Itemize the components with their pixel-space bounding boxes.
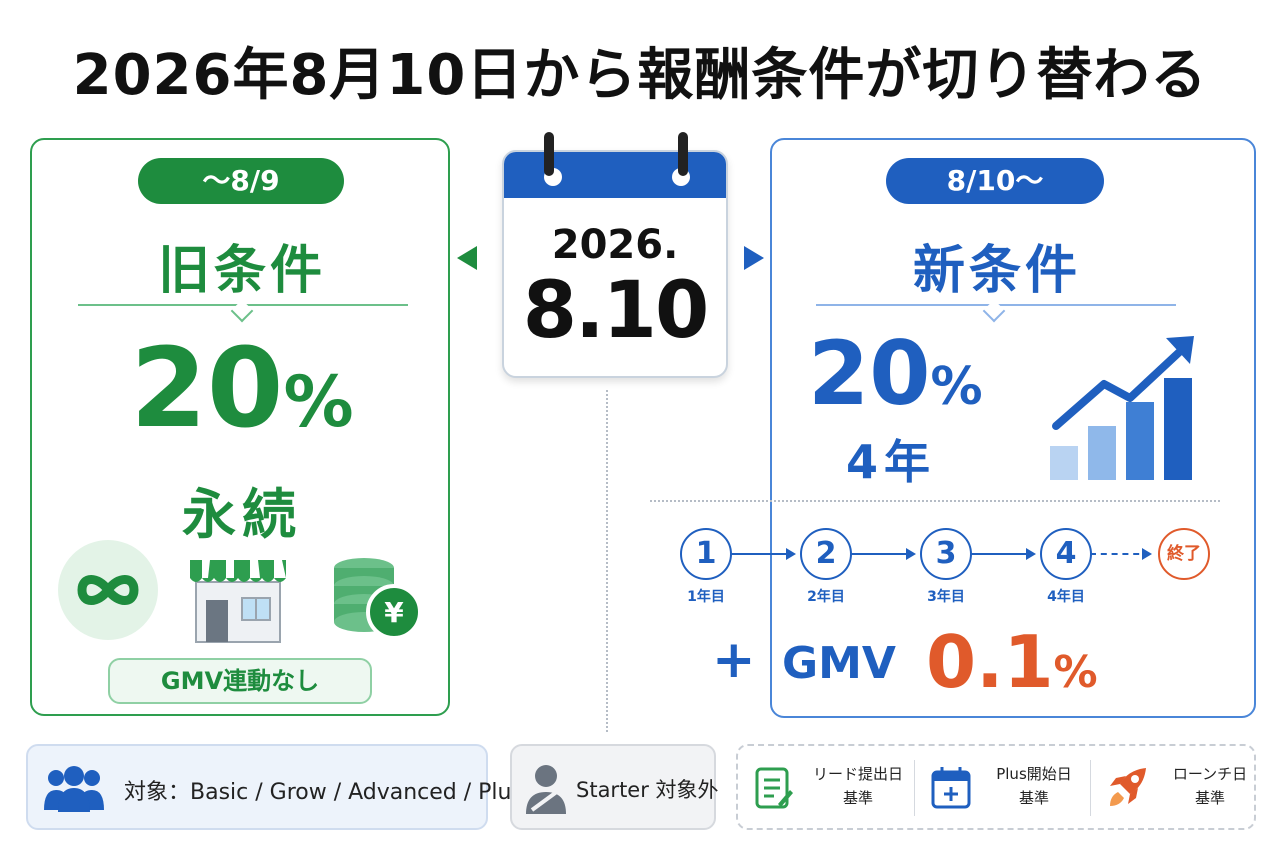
old-rate-unit: % <box>283 361 354 443</box>
step-arrow-icon <box>970 548 1036 560</box>
new-conditions-panel: 8/10～ 新条件 20% 4年 <box>770 138 1256 718</box>
step-end-label: 終了 <box>1158 528 1210 580</box>
horizontal-dotted-line <box>650 500 1220 502</box>
starter-excluded-card: Starter 対象外 <box>510 744 719 830</box>
gmv-rate: 0.1% <box>926 620 1098 704</box>
gmv-rate-value: 0.1 <box>926 620 1054 704</box>
basis-line1: ローンチ日 <box>1172 765 1248 783</box>
gmv-label: GMV <box>782 638 896 689</box>
vertical-dotted-line <box>606 390 608 732</box>
step-year-3: 3 3年目 <box>916 528 976 606</box>
basis-label: Plus開始日 基準 <box>984 762 1084 810</box>
new-rate-unit: % <box>930 357 983 417</box>
step-label: 2年目 <box>807 589 845 605</box>
rocket-icon <box>1110 768 1146 806</box>
document-icon <box>755 767 793 809</box>
coins-yen-icon: ¥ <box>328 546 424 642</box>
step-year-2: 2 2年目 <box>796 528 856 606</box>
old-duration: 永続 <box>182 483 302 546</box>
old-condition-heading: 旧条件 <box>157 241 326 301</box>
calendar-year: 2026. <box>551 222 679 268</box>
new-rate-value: 20 <box>808 322 931 425</box>
plus-gmv-rate: + GMV 0.1% <box>712 620 1232 704</box>
step-label: 4年目 <box>1047 589 1085 605</box>
step-arrow-icon <box>730 548 796 560</box>
step-end: 終了 <box>1154 528 1214 580</box>
step-year-1: 1 1年目 <box>676 528 736 606</box>
user-excluded-icon <box>526 765 566 814</box>
coin-yen-symbol: ¥ <box>384 596 404 629</box>
year-steps: 1 1年目 2 2年目 3 3年目 4 4年目 終了 <box>656 528 1256 608</box>
target-plans-card: 対象：Basic / Grow / Advanced / Plus <box>26 744 523 830</box>
old-conditions-panel: ～8/9 旧条件 20% 永続 ¥ <box>30 138 450 716</box>
basis-line1: リード提出日 <box>812 765 903 783</box>
calendar-header <box>504 152 726 198</box>
step-number: 1 <box>680 528 732 580</box>
step-number: 4 <box>1040 528 1092 580</box>
old-rate-value: 20 <box>130 324 284 452</box>
calendar-hook <box>544 132 554 176</box>
gmv-none-badge: GMV連動なし <box>108 658 372 704</box>
new-rate: 20% <box>808 326 1028 422</box>
basis-card: リード提出日 基準 Plus開始日 基準 ローンチ日 基準 <box>736 744 1256 830</box>
basis-line2: 基準 <box>842 789 873 807</box>
step-arrow-icon <box>850 548 916 560</box>
basis-label: リード提出日 基準 <box>808 762 908 810</box>
step-dashed-arrow-icon <box>1090 548 1152 560</box>
basis-line2: 基準 <box>1194 789 1225 807</box>
basis-plus-start: Plus開始日 基準 <box>924 756 1084 820</box>
growth-chart-icon <box>1042 328 1202 484</box>
new-condition-heading: 新条件 <box>912 241 1081 301</box>
new-divider <box>816 304 1176 306</box>
basis-divider <box>1090 760 1091 816</box>
new-duration: 4年 <box>846 435 937 489</box>
target-plans-text: 対象：Basic / Grow / Advanced / Plus <box>124 780 523 805</box>
step-number: 2 <box>800 528 852 580</box>
right-arrow-icon <box>744 246 764 270</box>
left-arrow-icon <box>457 246 477 270</box>
step-label: 3年目 <box>927 589 965 605</box>
step-label: 1年目 <box>687 589 725 605</box>
basis-lead-submit: リード提出日 基準 <box>748 756 908 820</box>
basis-launch: ローンチ日 基準 <box>1100 756 1250 820</box>
old-divider <box>78 304 408 306</box>
users-group-icon <box>44 766 104 812</box>
basis-line1: Plus開始日 <box>996 765 1072 783</box>
plus-sign: + <box>712 630 756 690</box>
old-period-badge: ～8/9 <box>138 158 344 204</box>
calendar-plus-icon <box>931 767 971 809</box>
calendar-hook <box>678 132 688 176</box>
gmv-rate-unit: % <box>1053 647 1098 698</box>
starter-excluded-text: Starter 対象外 <box>576 778 719 802</box>
infinity-icon <box>58 540 158 640</box>
store-icon <box>186 552 290 644</box>
calendar-date: 8.10 <box>522 266 709 356</box>
new-period-badge: 8/10～ <box>886 158 1104 204</box>
calendar-card: 2026. 8.10 <box>502 150 728 378</box>
old-rate: 20% <box>32 328 452 448</box>
basis-divider <box>914 760 915 816</box>
page-title: 2026年8月10日から報酬条件が切り替わる <box>72 43 1208 108</box>
basis-line2: 基準 <box>1018 789 1049 807</box>
basis-label: ローンチ日 基準 <box>1160 762 1260 810</box>
step-number: 3 <box>920 528 972 580</box>
step-year-4: 4 4年目 <box>1036 528 1096 606</box>
